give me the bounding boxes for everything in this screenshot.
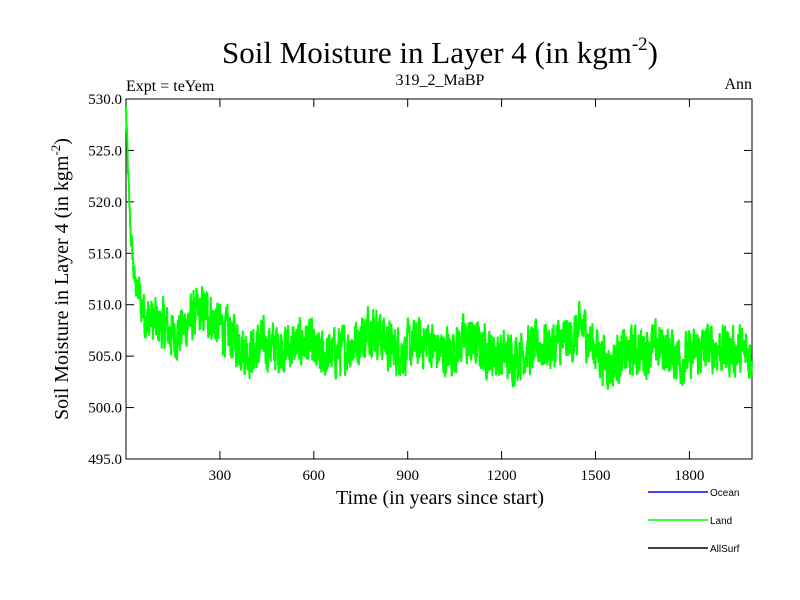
series-layer — [125, 105, 753, 390]
legend: Ocean Land AllSurf — [648, 488, 740, 555]
legend-label-land: Land — [710, 516, 732, 527]
x-tick-label: 1500 — [581, 468, 611, 484]
y-tick-label: 515.0 — [88, 246, 122, 262]
subtitle-season: Ann — [724, 76, 752, 93]
y-tick-label: 530.0 — [88, 92, 122, 108]
y-tick-label: 495.0 — [88, 452, 122, 468]
x-tick-label: 900 — [396, 468, 419, 484]
y-tick-label: 500.0 — [88, 401, 122, 417]
y-tick-label: 505.0 — [88, 349, 122, 365]
y-tick-label: 525.0 — [88, 143, 122, 159]
y-tick-label: 510.0 — [88, 298, 122, 314]
chart-title: Soil Moisture in Layer 4 (in kgm-2) — [222, 34, 658, 70]
x-tick-label: 300 — [209, 468, 232, 484]
x-tick-label: 1200 — [487, 468, 517, 484]
y-tick-label: 520.0 — [88, 195, 122, 211]
x-tick-label: 600 — [303, 468, 326, 484]
subtitle-experiment: Expt = teYem — [126, 78, 215, 95]
legend-label-ocean: Ocean — [710, 488, 739, 499]
x-tick-label: 1800 — [674, 468, 704, 484]
series-line-land — [125, 105, 753, 390]
subtitle-period: 319_2_MaBP — [396, 72, 485, 89]
x-axis-label: Time (in years since start) — [336, 487, 544, 509]
y-axis: 495.0 500.0 505.0 510.0 515.0 520.0 525.0 530.0 — [88, 92, 752, 468]
plot-frame — [125, 98, 753, 460]
legend-label-allsurf: AllSurf — [710, 544, 740, 555]
x-axis: 300 600 900 1200 1500 1800 — [209, 99, 704, 484]
y-axis-label: Soil Moisture in Layer 4 (in kgm-2) — [48, 138, 73, 420]
